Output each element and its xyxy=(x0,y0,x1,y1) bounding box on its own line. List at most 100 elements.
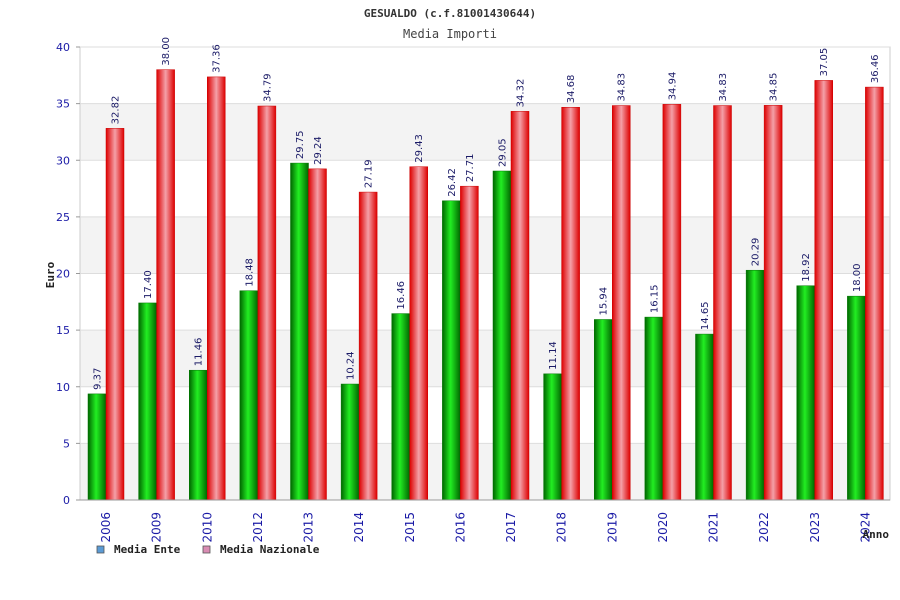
chart-title: GESUALDO (c.f.81001430644) xyxy=(364,7,536,20)
bar-media-nazionale-2016[interactable] xyxy=(460,185,479,501)
data-label: 27.19 xyxy=(364,159,375,188)
bar-media-nazionale-2020[interactable] xyxy=(662,104,682,501)
data-label: 37.36 xyxy=(212,44,223,73)
x-tick-label: 2019 xyxy=(605,512,619,543)
y-tick-label: 40 xyxy=(56,41,70,54)
x-tick-label: 2015 xyxy=(403,512,417,543)
bar-media-ente-2014[interactable] xyxy=(340,383,360,501)
data-label: 18.00 xyxy=(852,264,863,293)
legend-swatch-media-ente xyxy=(96,545,105,554)
data-label: 34.79 xyxy=(262,73,273,102)
data-label: 18.48 xyxy=(244,258,255,287)
data-label: 38.00 xyxy=(161,37,172,66)
y-tick-label: 30 xyxy=(56,154,70,167)
bar-media-nazionale-2023[interactable] xyxy=(814,80,833,501)
bar-media-nazionale-2022[interactable] xyxy=(763,105,783,501)
x-tick-label: 2009 xyxy=(150,512,164,543)
y-tick-label: 5 xyxy=(63,437,70,450)
legend-label-media-ente: Media Ente xyxy=(114,543,181,556)
data-label: 11.46 xyxy=(194,338,205,367)
bar-media-nazionale-2013[interactable] xyxy=(308,168,327,501)
bars xyxy=(87,69,884,501)
x-tick-label: 2013 xyxy=(302,512,316,543)
data-label: 34.68 xyxy=(566,75,577,104)
data-label: 27.71 xyxy=(465,154,476,183)
data-label: 29.75 xyxy=(295,130,306,159)
data-label: 32.82 xyxy=(111,96,122,125)
data-label: 34.32 xyxy=(516,79,527,108)
legend-item-media-nazionale[interactable]: Media Nazionale xyxy=(202,543,320,556)
data-label: 11.14 xyxy=(548,341,559,370)
x-tick-label: 2024 xyxy=(858,512,872,543)
y-tick-label: 15 xyxy=(56,324,70,337)
value-labels: 9.37 32.82 17.40 38.00 11.46 37.36 18.48 34.79 2… xyxy=(93,37,881,390)
bar-media-ente-2018[interactable] xyxy=(543,373,562,501)
data-label: 34.85 xyxy=(769,73,780,102)
bar-media-ente-2006[interactable] xyxy=(87,393,107,501)
bar-media-ente-2022[interactable] xyxy=(745,269,765,501)
y-tick-label: 20 xyxy=(56,268,70,281)
bar-media-ente-2010[interactable] xyxy=(189,369,208,501)
bar-media-nazionale-2012[interactable] xyxy=(257,105,277,501)
x-tick-label: 2022 xyxy=(757,512,771,543)
x-axis-label: Anno xyxy=(863,528,890,541)
data-label: 34.94 xyxy=(667,72,678,101)
bar-media-nazionale-2024[interactable] xyxy=(865,86,884,501)
data-label: 17.40 xyxy=(143,270,154,299)
bar-media-nazionale-2015[interactable] xyxy=(409,166,428,501)
y-tick-label: 35 xyxy=(56,98,70,111)
y-tick-label: 25 xyxy=(56,211,70,224)
data-label: 34.83 xyxy=(718,73,729,102)
x-tick-label: 2023 xyxy=(808,512,822,543)
bar-media-ente-2021[interactable] xyxy=(695,333,714,501)
data-label: 36.46 xyxy=(870,54,881,83)
x-tick-label: 2017 xyxy=(504,512,518,543)
x-tick-label: 2010 xyxy=(200,512,214,543)
x-tick-label: 2016 xyxy=(453,512,467,543)
chart-subtitle: Media Importi xyxy=(403,27,497,41)
data-label: 9.37 xyxy=(93,368,104,390)
bar-media-nazionale-2017[interactable] xyxy=(510,111,530,501)
bar-media-ente-2020[interactable] xyxy=(644,316,664,501)
y-axis-ticks: 0 5 10 15 20 25 30 35 40 xyxy=(56,41,80,507)
data-label: 16.15 xyxy=(649,284,660,313)
bar-media-nazionale-2019[interactable] xyxy=(612,105,631,501)
data-label: 15.94 xyxy=(599,287,610,316)
legend-item-media-ente[interactable]: Media Ente xyxy=(96,543,181,556)
bar-media-nazionale-2006[interactable] xyxy=(105,128,125,501)
bar-media-ente-2023[interactable] xyxy=(796,285,815,501)
y-tick-label: 0 xyxy=(63,494,70,507)
bar-media-ente-2015[interactable] xyxy=(391,313,410,501)
data-label: 29.24 xyxy=(313,136,324,165)
y-axis-label: Euro xyxy=(44,261,57,288)
bar-media-nazionale-2021[interactable] xyxy=(713,105,732,501)
data-label: 29.43 xyxy=(414,134,425,163)
data-label: 16.46 xyxy=(396,281,407,310)
y-tick-label: 10 xyxy=(56,381,70,394)
x-tick-label: 2021 xyxy=(707,512,721,543)
bar-media-ente-2013[interactable] xyxy=(290,162,309,501)
bar-media-ente-2016[interactable] xyxy=(442,200,461,501)
data-label: 34.83 xyxy=(617,73,628,102)
data-label: 37.05 xyxy=(819,48,830,77)
bar-media-nazionale-2014[interactable] xyxy=(358,191,378,501)
bar-media-ente-2019[interactable] xyxy=(594,319,613,501)
x-tick-label: 2012 xyxy=(251,512,265,543)
data-label: 14.65 xyxy=(700,301,711,330)
data-label: 10.24 xyxy=(346,351,357,380)
bar-media-ente-2024[interactable] xyxy=(847,295,866,501)
data-label: 20.29 xyxy=(751,238,762,267)
legend: Media Ente Media Nazionale xyxy=(96,543,320,556)
bar-media-nazionale-2018[interactable] xyxy=(561,106,580,501)
data-label: 29.05 xyxy=(498,138,509,167)
bar-media-nazionale-2010[interactable] xyxy=(207,76,226,501)
bar-media-ente-2009[interactable] xyxy=(138,302,157,501)
data-label: 26.42 xyxy=(447,168,458,197)
data-label: 18.92 xyxy=(801,253,812,282)
x-axis-ticks: 2006 2009 2010 2012 2013 2014 2015 2016 2017 2018… xyxy=(80,499,890,543)
legend-swatch-media-nazionale xyxy=(202,545,211,554)
bar-media-ente-2017[interactable] xyxy=(492,170,512,501)
bar-media-nazionale-2009[interactable] xyxy=(156,69,175,501)
bar-media-ente-2012[interactable] xyxy=(239,290,259,501)
